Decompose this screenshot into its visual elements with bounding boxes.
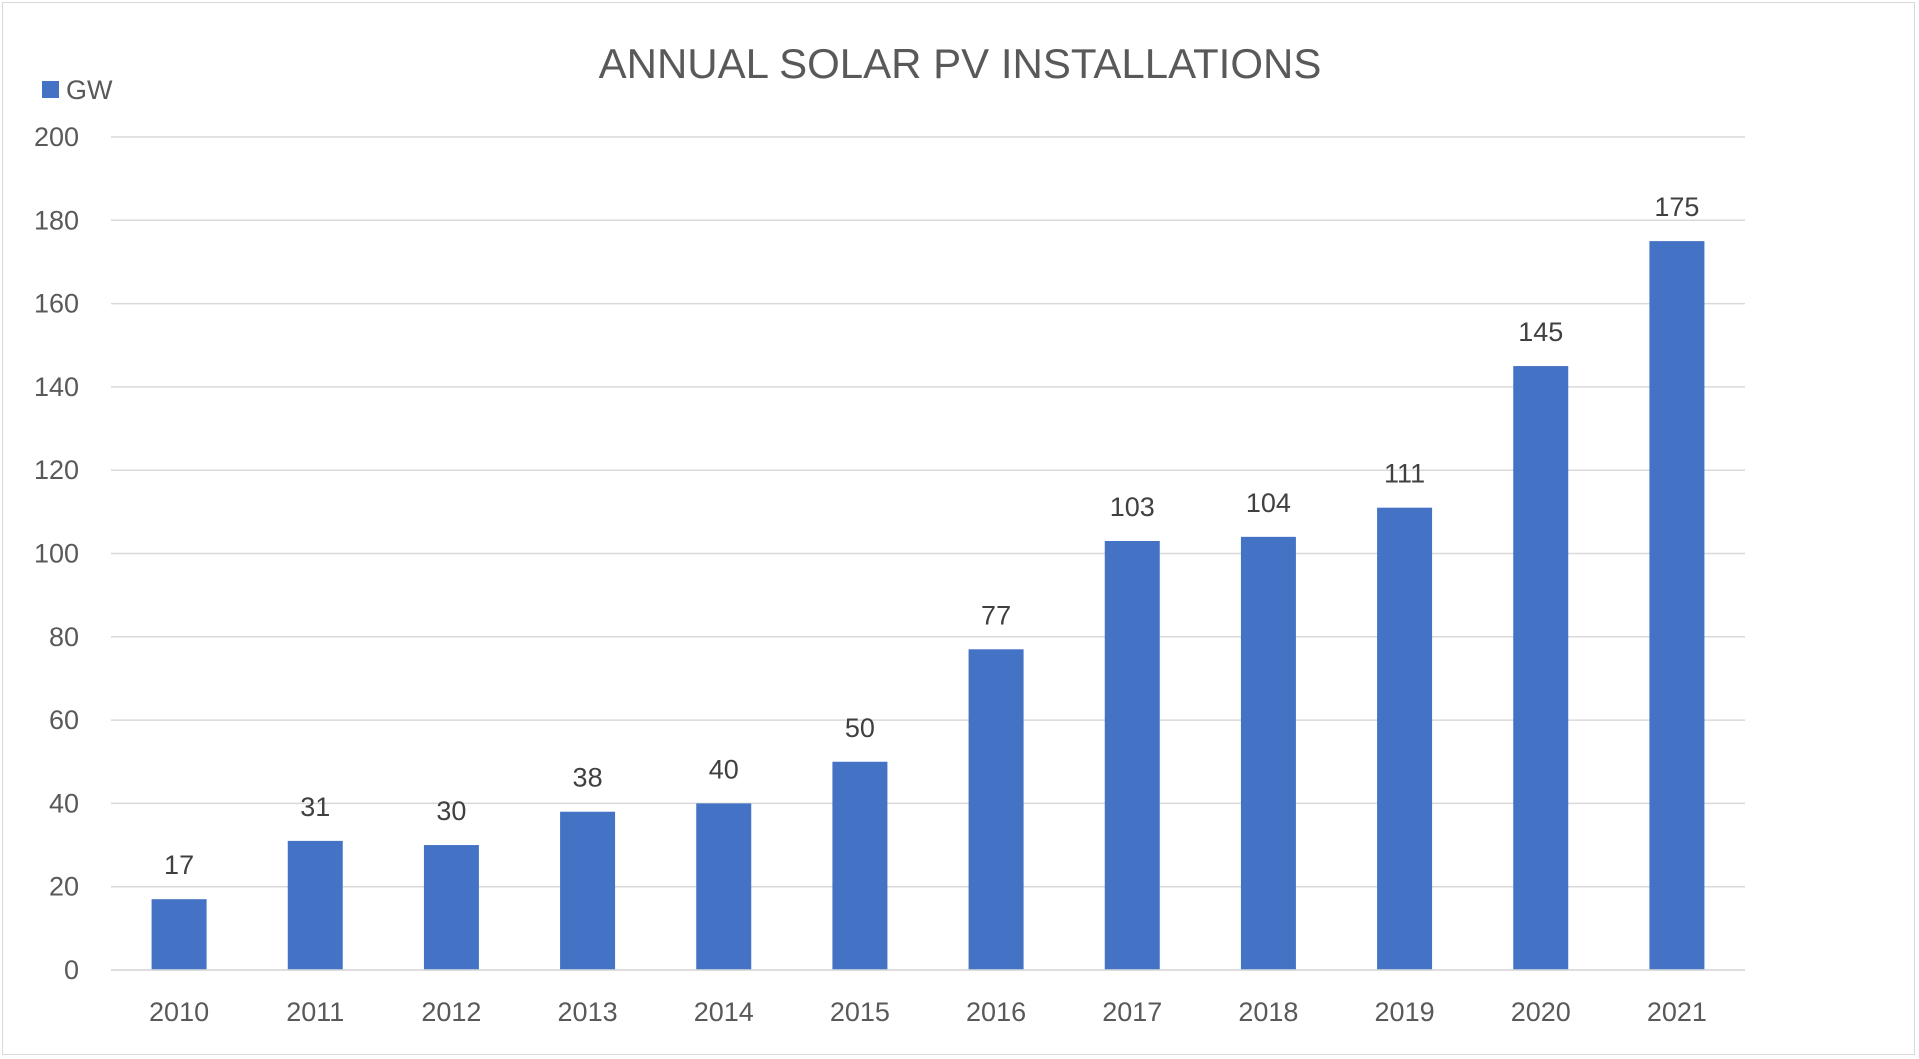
y-tick-label-20: 20 <box>49 872 79 902</box>
chart-title: ANNUAL SOLAR PV INSTALLATIONS <box>599 40 1322 87</box>
data-label-2011: 31 <box>300 792 330 822</box>
bar-2013 <box>560 811 616 970</box>
y-tick-label-80: 80 <box>49 622 79 652</box>
x-tick-label-2012: 2012 <box>421 997 481 1027</box>
y-tick-label-60: 60 <box>49 705 79 735</box>
bar-2017 <box>1104 541 1160 970</box>
x-tick-label-2020: 2020 <box>1511 997 1571 1027</box>
bar-2016 <box>968 649 1024 970</box>
y-tick-label-120: 120 <box>34 455 79 485</box>
y-tick-label-180: 180 <box>34 205 79 235</box>
x-tick-label-2015: 2015 <box>830 997 890 1027</box>
data-labels: 17 31 30 38 40 50 77 103 104 111 145 175 <box>164 192 1699 880</box>
y-tick-label-200: 200 <box>34 122 79 152</box>
legend: GW <box>42 75 113 105</box>
x-tick-label-2017: 2017 <box>1102 997 1162 1027</box>
y-tick-label-140: 140 <box>34 372 79 402</box>
bar-2010 <box>151 899 207 970</box>
bar-chart: ANNUAL SOLAR PV INSTALLATIONS GW 0 20 40 60… <box>34 40 1745 1027</box>
data-label-2017: 103 <box>1110 492 1155 522</box>
data-label-2010: 17 <box>164 850 194 880</box>
data-label-2018: 104 <box>1246 488 1291 518</box>
bar-2019 <box>1377 507 1433 970</box>
bar-2014 <box>696 803 752 970</box>
bars <box>151 241 1705 970</box>
data-label-2016: 77 <box>981 600 1011 630</box>
data-label-2013: 38 <box>573 763 603 793</box>
x-tick-label-2013: 2013 <box>558 997 618 1027</box>
x-tick-label-2010: 2010 <box>149 997 209 1027</box>
x-tick-label-2019: 2019 <box>1375 997 1435 1027</box>
y-tick-label-160: 160 <box>34 289 79 319</box>
legend-label: GW <box>66 75 113 105</box>
x-axis: 2010 2011 2012 2013 2014 2015 2016 2017 2018 2019… <box>111 969 1745 1027</box>
data-label-2021: 175 <box>1654 192 1699 222</box>
x-tick-label-2016: 2016 <box>966 997 1026 1027</box>
bar-2011 <box>287 840 343 970</box>
y-tick-label-100: 100 <box>34 539 79 569</box>
data-label-2019: 111 <box>1384 459 1425 489</box>
y-tick-label-40: 40 <box>49 788 79 818</box>
x-tick-label-2011: 2011 <box>286 997 344 1027</box>
data-label-2012: 30 <box>436 796 466 826</box>
bar-2020 <box>1513 366 1569 970</box>
bar-2018 <box>1240 536 1296 970</box>
x-tick-label-2018: 2018 <box>1238 997 1298 1027</box>
gridlines <box>111 136 1745 971</box>
data-label-2014: 40 <box>709 754 739 784</box>
y-tick-label-0: 0 <box>64 955 79 985</box>
data-label-2020: 145 <box>1518 317 1563 347</box>
x-tick-label-2014: 2014 <box>694 997 754 1027</box>
bar-2015 <box>832 761 888 970</box>
bar-2021 <box>1649 241 1705 970</box>
y-axis: 0 20 40 60 80 100 120 140 160 180 200 <box>34 122 79 985</box>
legend-swatch <box>42 81 59 98</box>
data-label-2015: 50 <box>845 713 875 743</box>
x-tick-label-2021: 2021 <box>1647 997 1707 1027</box>
bar-2012 <box>423 845 479 970</box>
